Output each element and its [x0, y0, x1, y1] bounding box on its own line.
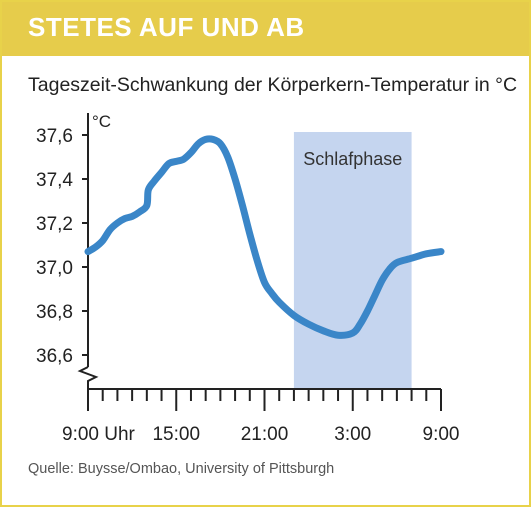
y-tick-label: 37,4	[36, 170, 73, 191]
y-axis-break	[77, 366, 99, 389]
y-tick-label: 36,8	[36, 302, 73, 323]
x-axis-ticks: 9:00 Uhr 15:00 21:00 3:00 9:00	[62, 389, 459, 445]
temperature-curve	[84, 135, 445, 339]
x-tick-label: 21:00	[241, 424, 289, 445]
y-tick-label: 37,6	[36, 126, 73, 147]
sleep-phase-band	[293, 132, 412, 389]
y-axis-unit: °C	[92, 112, 111, 131]
x-tick-label: 3:00	[334, 424, 371, 445]
x-tick-label: 9:00	[423, 424, 460, 445]
title-banner: STETES AUF UND AB	[2, 2, 529, 56]
y-axis-ticks: 36,6 36,8 37,0 37,2 37,4 37,6	[36, 126, 88, 367]
x-tick-label: 15:00	[152, 424, 200, 445]
y-tick-label: 37,2	[36, 214, 73, 235]
banner-title: STETES AUF UND AB	[28, 12, 305, 42]
sleep-phase-label: Schlafphase	[303, 149, 402, 169]
y-tick-label: 36,6	[36, 346, 73, 367]
y-tick-label: 37,0	[36, 258, 73, 279]
x-tick-label: 9:00 Uhr	[62, 424, 136, 445]
chart-title: Tageszeit-Schwankung der Körperkern-Temp…	[28, 74, 518, 96]
source-note: Quelle: Buysse/Ombao, University of Pitt…	[28, 461, 335, 477]
